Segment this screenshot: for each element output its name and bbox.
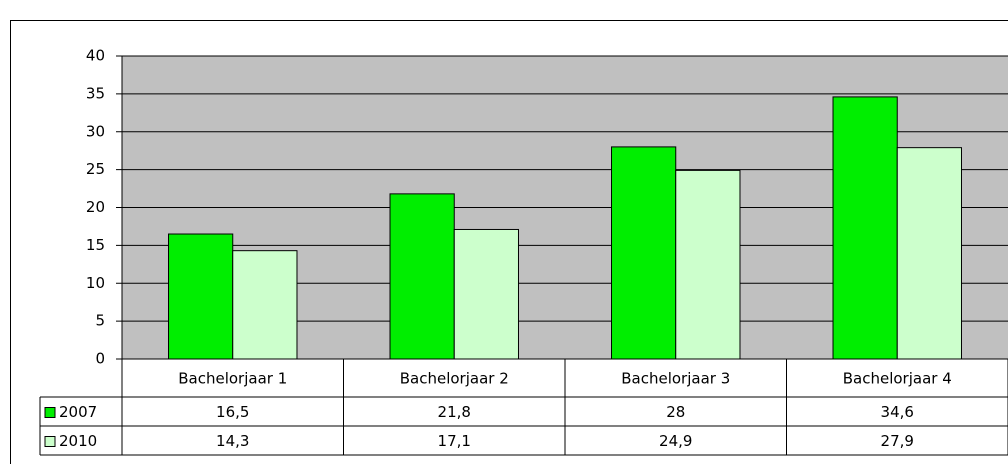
x-tick-label: Bachelorjaar 4 [843, 370, 952, 388]
bar [232, 250, 298, 360]
legend-label: 2010 [59, 432, 97, 450]
data-label: 34,6 [881, 403, 914, 421]
y-tick-label: 30 [86, 122, 105, 140]
bar [168, 233, 234, 360]
data-label: 17,1 [438, 432, 471, 450]
y-tick-label: 40 [86, 47, 105, 65]
y-tick-label: 5 [95, 312, 105, 330]
data-label: 28 [666, 403, 685, 421]
y-tick-label: 0 [95, 350, 105, 368]
y-tick-label: 15 [86, 236, 105, 254]
legend-swatch [44, 407, 56, 418]
data-label: 16,5 [216, 403, 249, 421]
x-tick-label: Bachelorjaar 3 [621, 370, 730, 388]
bar [675, 169, 741, 360]
y-tick-label: 25 [86, 160, 105, 178]
legend-label: 2007 [59, 403, 97, 421]
y-tick-label: 35 [86, 84, 105, 102]
x-tick-label: Bachelorjaar 1 [178, 370, 287, 388]
data-label: 21,8 [438, 403, 471, 421]
bar [453, 228, 519, 360]
data-label: 27,9 [881, 432, 914, 450]
legend-swatch [44, 436, 56, 447]
y-tick-label: 20 [86, 198, 105, 216]
data-label: 24,9 [659, 432, 692, 450]
bar [896, 147, 962, 360]
bar [611, 146, 677, 360]
x-tick-label: Bachelorjaar 2 [400, 370, 509, 388]
y-tick-label: 10 [86, 274, 105, 292]
bar [389, 193, 455, 360]
bar [832, 96, 898, 360]
data-label: 14,3 [216, 432, 249, 450]
